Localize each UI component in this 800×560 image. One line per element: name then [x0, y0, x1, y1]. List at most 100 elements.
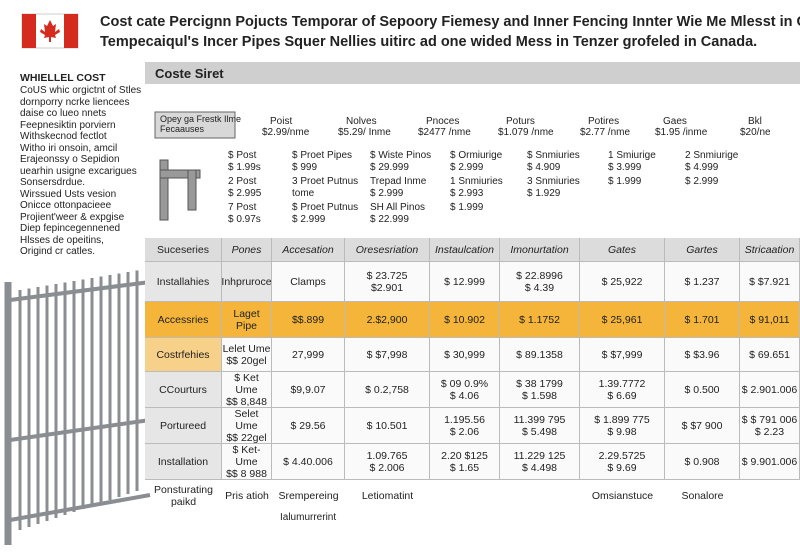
grid-cell-line: 2 Snmiurige	[685, 150, 739, 161]
title-line: Cost cate Percignn Pojucts Temporar of S…	[100, 14, 800, 30]
column-name: Poturs	[506, 116, 535, 127]
cell-line: 2.$2,900	[366, 313, 408, 326]
table-cell: 27,999	[272, 338, 345, 372]
cell-line: $ 1.701	[684, 313, 720, 326]
gate-bar	[9, 280, 151, 302]
column-name: Bkl	[748, 116, 762, 127]
column-price: $1.079 /nme	[498, 127, 554, 138]
table-cell: $ 1.237	[665, 262, 740, 302]
cell-line: Accessries	[157, 313, 209, 326]
grid-cell-line: $ Ormiurige	[450, 150, 503, 161]
cell-line: $ 4.498	[521, 461, 558, 474]
cell-line: 1.195.56	[444, 413, 485, 426]
canada-flag	[21, 13, 79, 49]
section-title: Coste Siret	[155, 66, 224, 81]
table-cell: $ 38 1799 $ 1.598	[500, 372, 580, 408]
column-price: $5.29/ Inme	[338, 127, 391, 138]
cell-line: $ 23.725	[366, 269, 408, 282]
table-cell: 11.399 795 $ 5.498	[500, 408, 580, 444]
cell-line: Installahies	[156, 275, 210, 288]
grid-cell-line: 3 Snmiuries	[527, 176, 580, 187]
cell-line: $ 0.908	[684, 455, 720, 468]
cell-line: $ 2.006	[369, 461, 405, 474]
grid-cell-line: $ 4.909	[527, 162, 561, 173]
sidebar-line: Erajeonssy o Sepidion	[20, 154, 120, 165]
cell-line: Ponsturating	[154, 484, 213, 496]
table-cell: Selet Ume $$ 22gel	[222, 408, 272, 444]
grid-cell-line: 3 Proet Putnus	[292, 176, 359, 187]
table-cell: Lelet Ume $$ 20gel	[222, 338, 272, 372]
table-cell: $ 1.1752	[500, 302, 580, 338]
sidebar-line: Diep fepincegennened	[20, 223, 121, 234]
cell-line: $ 2.06	[449, 425, 480, 438]
cell-line: Installation	[157, 455, 209, 468]
table-cell: Portureed	[145, 408, 222, 444]
cell-line: $ 0.500	[684, 383, 720, 396]
grid-cell-line: $ Post	[228, 150, 257, 161]
cell-line: $ 6.69	[607, 389, 637, 402]
table-cell: $ 69.651	[740, 338, 800, 372]
grid-cell-line: $ Proet Putnus	[292, 202, 359, 213]
cell-line: $ 1.1752	[519, 313, 560, 326]
section-bar	[145, 62, 800, 84]
column-name: Pnoces	[426, 116, 460, 127]
cell-line: Pris atioh	[225, 490, 269, 502]
table-cell: Installation	[145, 444, 222, 480]
table-cell: Clamps	[272, 262, 345, 302]
cell-line: $ 25,922	[601, 275, 643, 288]
footer-cell: Omsianstuce	[580, 482, 665, 510]
column-name: Potires	[588, 116, 620, 127]
cell-line: $ 69.651	[749, 348, 790, 361]
cell-line: $$ 8 988	[226, 467, 267, 480]
cell-line: $ 09 0.9%	[440, 377, 489, 390]
cell-line: paikd	[170, 496, 197, 508]
grid-cell-line: $ 1.999	[608, 176, 642, 187]
grid-cell-line: $ 29.999	[370, 162, 409, 173]
footer-cell: Letiomatint	[345, 482, 430, 510]
table-cell: $ Ket-Ume $$ 8 988	[222, 444, 272, 480]
cell-line: 27,999	[291, 348, 325, 361]
cell-line: $ Ket-Ume	[232, 443, 261, 468]
cell-line: $ 89.1358	[516, 348, 563, 361]
table-cell: Laget Pipe	[222, 302, 272, 338]
cell-line: $ 9.901.006	[741, 455, 798, 468]
cell-line: 2.20 $125	[441, 449, 488, 462]
gate-illustration	[4, 270, 151, 545]
gate-bar	[9, 493, 151, 522]
header-cell: Suceseries	[145, 238, 222, 262]
footer-cell: Sonalore	[665, 482, 740, 510]
table-cell: $$.899	[272, 302, 345, 338]
cell-line: $ 2.23	[754, 425, 785, 438]
footnote: Ialumurrerint	[280, 512, 337, 523]
cell-line: $ 9.69	[607, 461, 637, 474]
table-cell: $ 91,011	[740, 302, 800, 338]
cell-line: 1.09.765	[366, 449, 408, 462]
table-cell: $ 1.701	[665, 302, 740, 338]
column-price: $1.95 /inme	[655, 127, 708, 138]
header-cell: Imonurtation	[500, 238, 580, 262]
footer-cell: Srempereing	[272, 482, 345, 510]
table-cell: Costrfehies	[145, 338, 222, 372]
table-cell: $ 9.901.006	[740, 444, 800, 480]
cell-line: $ 25,961	[601, 313, 643, 326]
label-box	[154, 111, 236, 139]
sidebar-line: Onicce ottonpacieee	[20, 200, 112, 211]
footer-cell: Pris atioh	[222, 482, 272, 510]
sidebar-line: Hlsses de opeitins,	[20, 234, 104, 246]
sidebar-line: uearhin usigne excarigues	[20, 165, 137, 177]
cell-line: Inhpruroce	[221, 275, 272, 288]
sidebar-heading: WHIELLEL COST	[20, 72, 106, 84]
cell-line: Selet Ume	[234, 407, 259, 432]
table-cell: $ 25,922	[580, 262, 665, 302]
table-cell: $ $3.96	[665, 338, 740, 372]
cell-line: $9,9.07	[290, 383, 326, 396]
table-cell: $ 22.8996 $ 4.39	[500, 262, 580, 302]
header-cell: Accesation	[272, 238, 345, 262]
grid-cell-line: $ 2.999	[292, 214, 326, 225]
header-cell: Gartes	[665, 238, 740, 262]
label-line: Opey ga Frestk Ilme	[160, 114, 242, 124]
cell-line: $ $3.96	[684, 348, 720, 361]
grid-label: Opey ga Frestk Ilme Fecaauses	[160, 114, 241, 134]
